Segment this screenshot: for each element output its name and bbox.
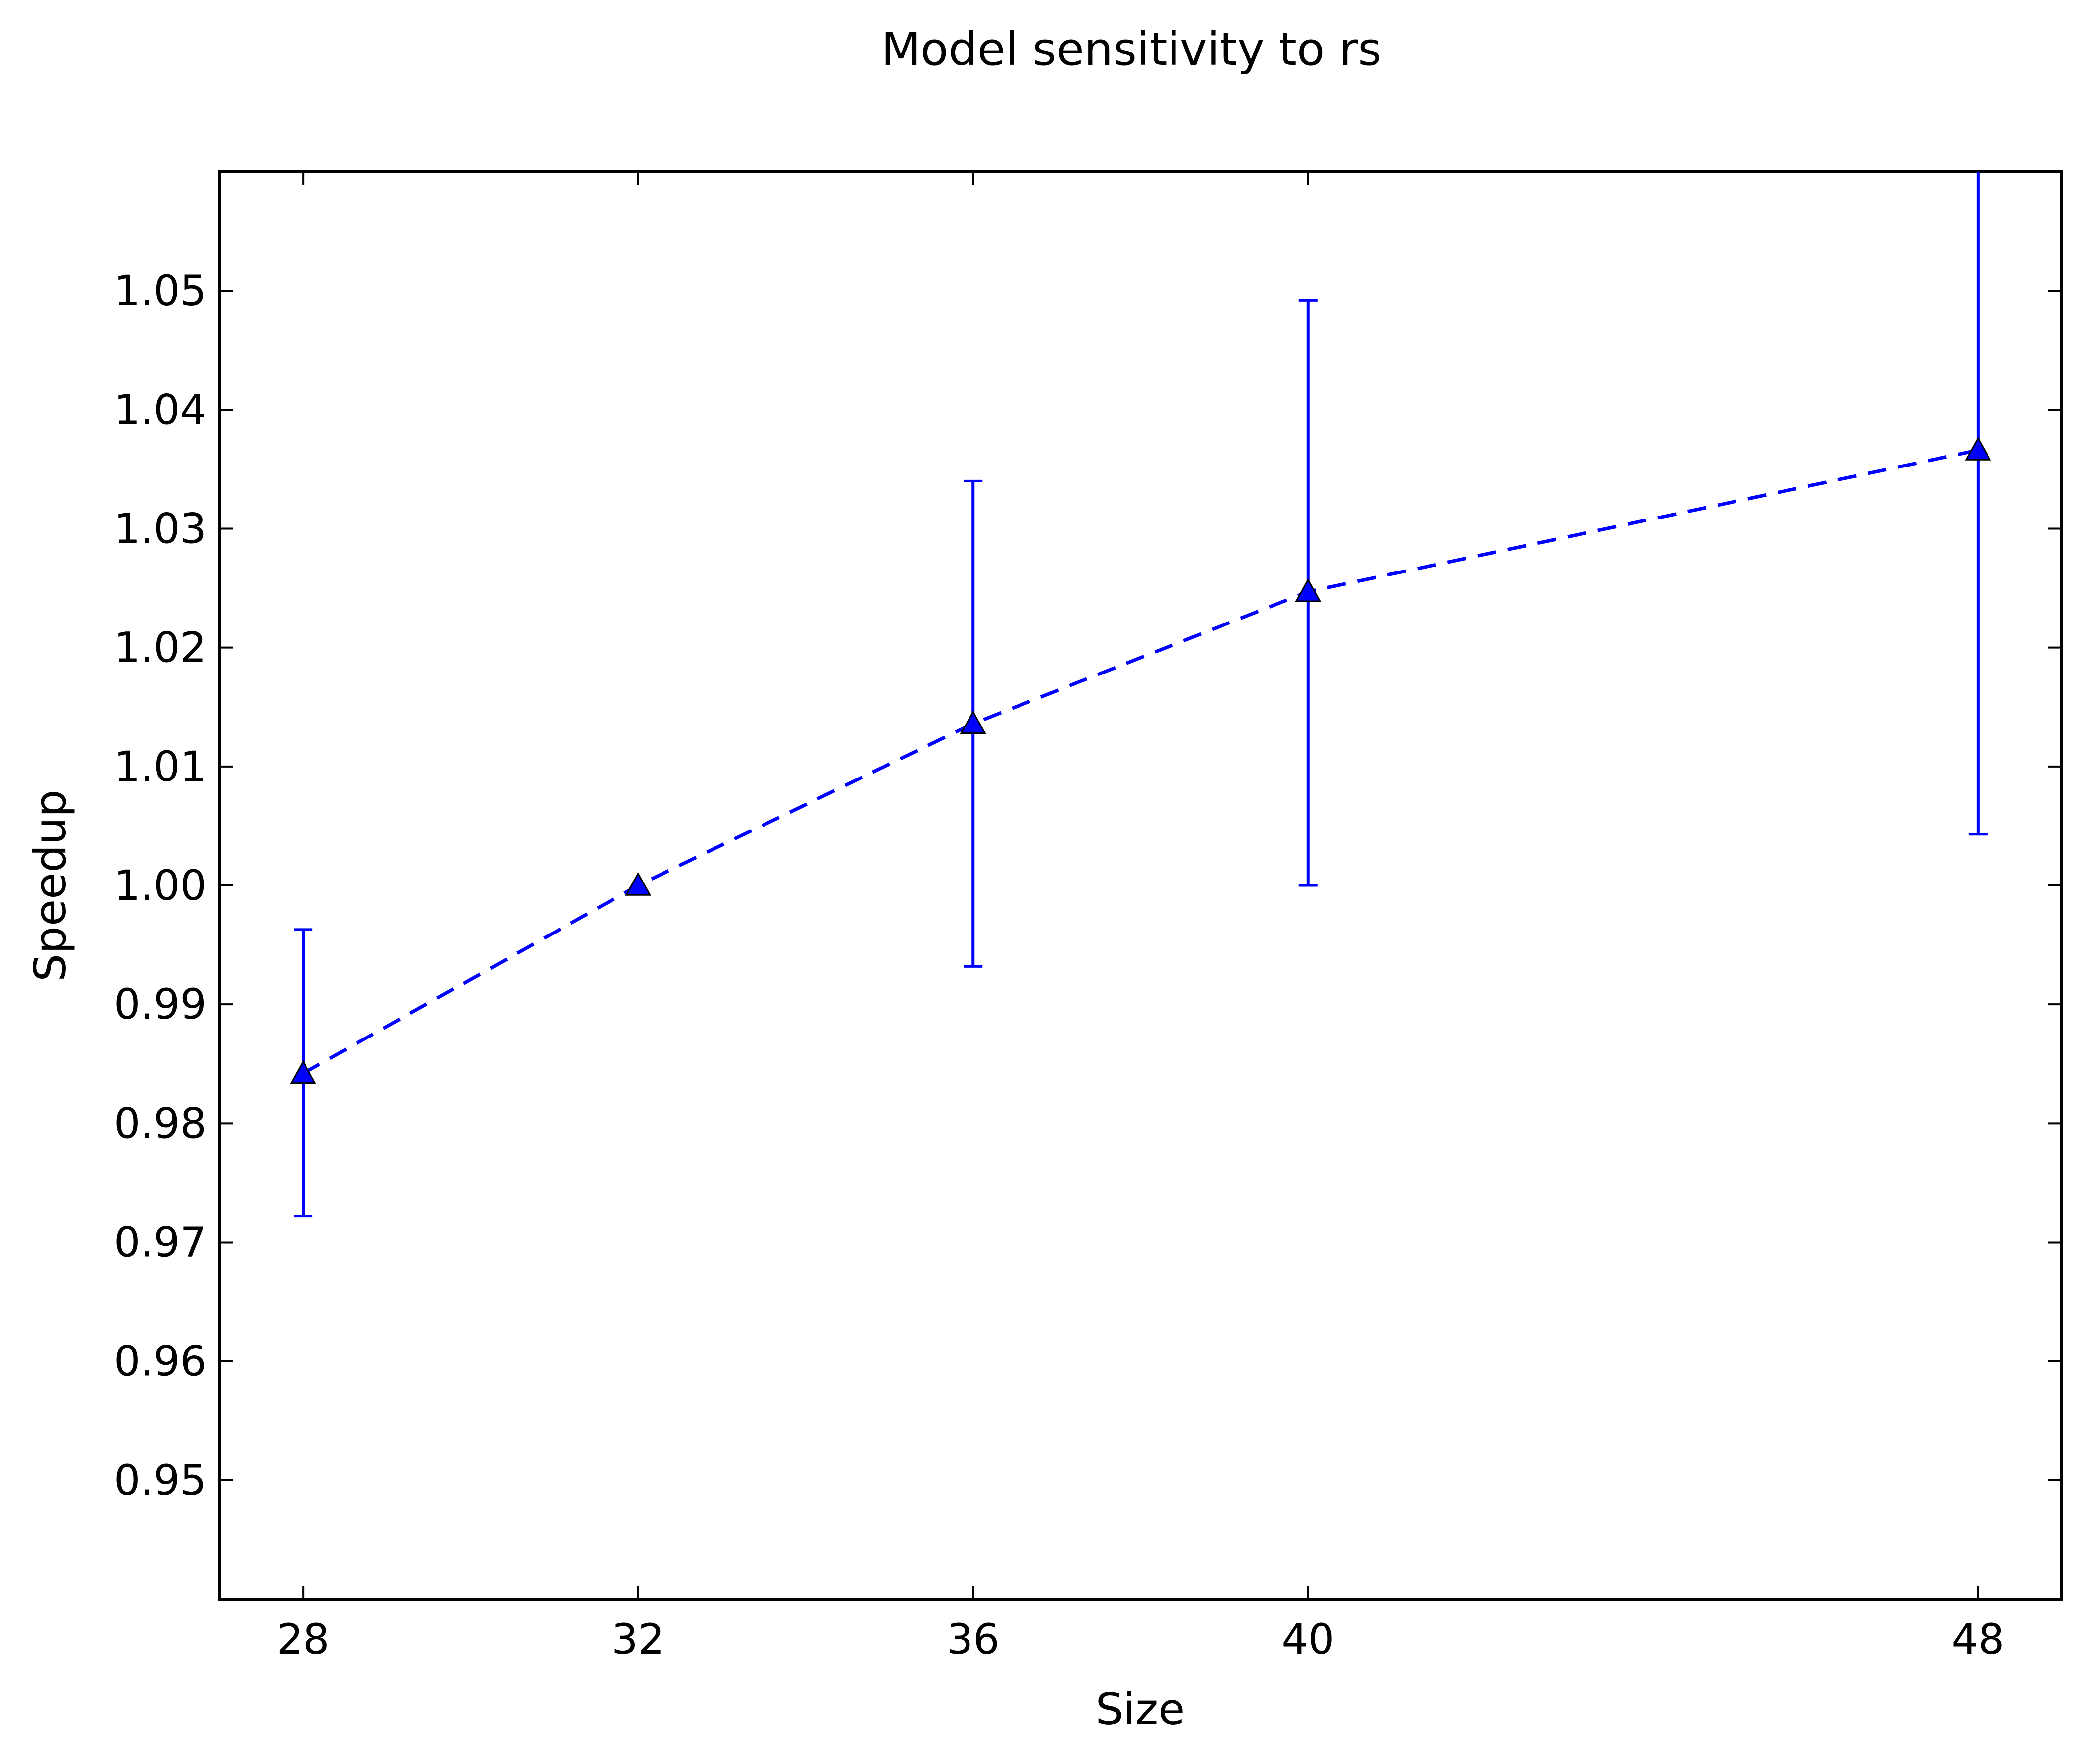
data-point-marker [960, 710, 986, 734]
x-tick-label: 36 [947, 1615, 1000, 1663]
data-point-marker [625, 872, 652, 896]
y-tick-label: 1.05 [114, 266, 206, 315]
y-tick-label: 0.98 [114, 1099, 206, 1147]
y-tick-label: 0.97 [114, 1218, 206, 1267]
x-tick-label: 32 [612, 1615, 664, 1663]
chart-title: Model sensitivity to rs [881, 23, 1382, 76]
series-line [302, 448, 1979, 1075]
x-tick-label: 48 [1951, 1615, 2004, 1663]
x-tick-labels: 28 32 36 40 48 [277, 1615, 2005, 1663]
data-point-marker [1295, 578, 1322, 602]
y-tick-label: 0.95 [114, 1456, 206, 1505]
y-axis-title: Speedup [25, 789, 76, 982]
y-tick-label: 1.01 [114, 742, 206, 791]
y-tick-label: 1.00 [114, 861, 206, 910]
data-point-marker [290, 1060, 316, 1084]
x-tick-label: 28 [277, 1615, 330, 1663]
y-tick-label: 1.04 [114, 385, 206, 434]
data-series [290, 172, 1991, 1218]
data-point-marker [1965, 436, 1991, 461]
y-tick-label: 0.99 [114, 980, 206, 1029]
y-tick-label: 1.02 [114, 623, 206, 672]
x-tick-label: 40 [1281, 1615, 1334, 1663]
x-axis-title: Size [1096, 1684, 1185, 1735]
y-tick-label: 1.03 [114, 505, 206, 553]
tick-marks [219, 172, 2062, 1599]
y-tick-label: 0.96 [114, 1337, 206, 1386]
y-tick-labels: 0.95 0.96 0.97 0.98 0.99 1.00 1.01 1.02 1.03 1.04… [114, 266, 206, 1505]
